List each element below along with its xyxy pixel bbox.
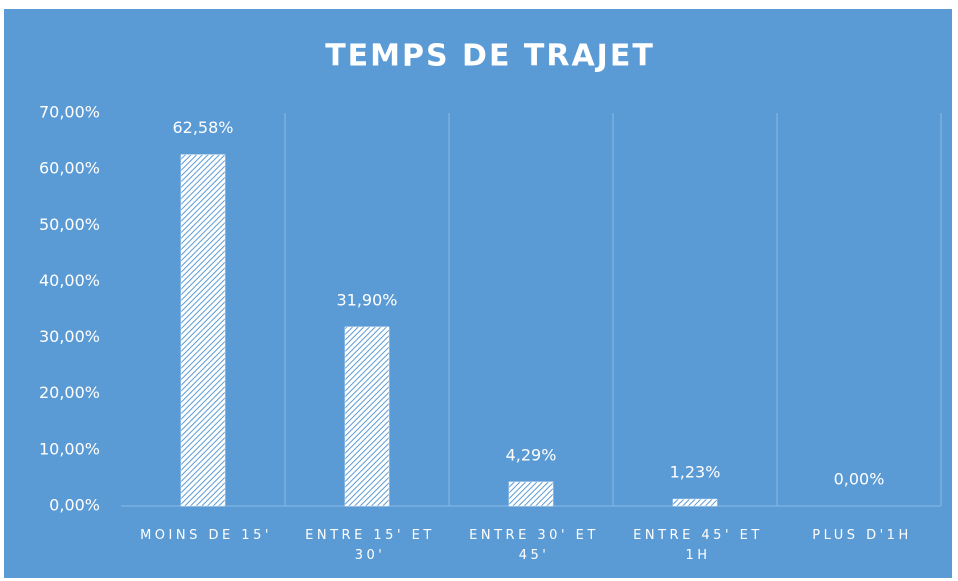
x-tick-label: PLUS D'1H: [812, 528, 912, 543]
y-tick-label: 60,00%: [39, 159, 100, 178]
y-tick-label: 50,00%: [39, 215, 100, 234]
data-label: 1,23%: [670, 463, 721, 482]
data-label: 4,29%: [506, 445, 557, 464]
data-label: 31,90%: [336, 290, 397, 309]
x-tick-label: ENTRE 30' ET 45': [469, 528, 599, 563]
y-tick-label: 20,00%: [39, 383, 100, 402]
y-tick-label: 10,00%: [39, 439, 100, 458]
x-tick-label: MOINS DE 15': [140, 528, 272, 543]
chart-title: TEMPS DE TRAJET: [325, 39, 655, 74]
data-label: 62,58%: [172, 118, 233, 137]
bar: [344, 326, 390, 507]
y-tick-label: 40,00%: [39, 271, 100, 290]
x-tick-label: ENTRE 15' ET 30': [305, 528, 435, 563]
x-tick-label: ENTRE 45' ET 1H: [633, 528, 763, 563]
y-tick-label: 0,00%: [49, 496, 100, 515]
bar: [180, 154, 226, 507]
chart-background: [4, 9, 952, 578]
bar: [508, 481, 554, 507]
bar: [672, 498, 718, 507]
y-tick-label: 70,00%: [39, 103, 100, 122]
data-label: 0,00%: [834, 470, 885, 489]
y-tick-label: 30,00%: [39, 327, 100, 346]
